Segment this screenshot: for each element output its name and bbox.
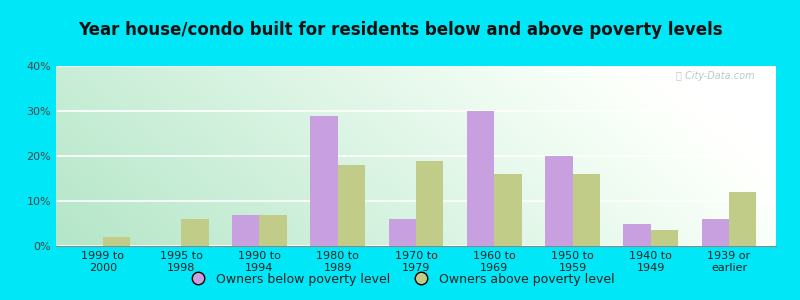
Bar <box>545 156 573 246</box>
Bar <box>494 174 522 246</box>
Bar <box>573 174 600 246</box>
Text: Year house/condo built for residents below and above poverty levels: Year house/condo built for residents bel… <box>78 21 722 39</box>
Bar <box>338 165 365 246</box>
Bar <box>103 237 130 246</box>
Bar <box>389 219 416 246</box>
Text: ⓘ City-Data.com: ⓘ City-Data.com <box>676 71 754 81</box>
Bar <box>729 192 757 246</box>
Bar <box>702 219 729 246</box>
Bar <box>259 214 287 246</box>
Bar <box>182 219 209 246</box>
Bar <box>623 224 650 246</box>
Bar <box>232 214 259 246</box>
Bar <box>650 230 678 246</box>
Bar <box>416 160 443 246</box>
Legend: Owners below poverty level, Owners above poverty level: Owners below poverty level, Owners above… <box>181 268 619 291</box>
Bar <box>467 111 494 246</box>
Bar <box>310 116 338 246</box>
